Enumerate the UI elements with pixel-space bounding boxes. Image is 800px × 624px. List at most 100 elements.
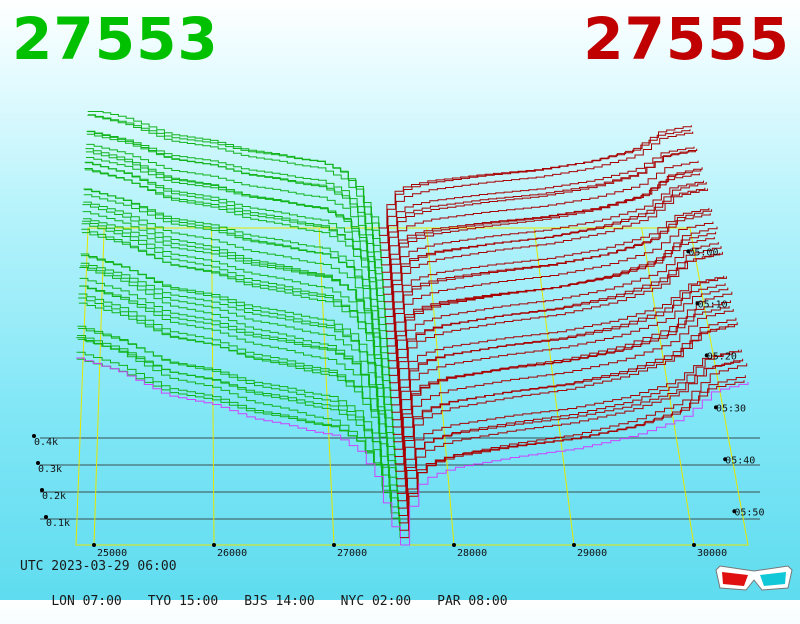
time-tick-label: 05:10 [698, 299, 728, 310]
bid-depth-line [83, 188, 388, 346]
ask-depth-line [389, 242, 719, 384]
ask-depth-line [381, 148, 698, 266]
price-tick-label: 26000 [217, 548, 247, 559]
time-tick-dot [695, 301, 700, 306]
bid-depth-line [76, 357, 401, 545]
volume-tick-dot [32, 434, 36, 438]
volume-tick-dot [36, 461, 40, 465]
bid-depth-line [82, 204, 390, 376]
bid-depth-line [80, 265, 394, 435]
price-gridline [641, 227, 695, 546]
bid-depth-line [87, 111, 380, 236]
ask-depth-line [380, 150, 696, 258]
bid-depth-line [84, 168, 386, 324]
price-tick-dot [212, 543, 216, 547]
ask-depth-line [381, 160, 699, 273]
timezone-list: LON 07:00 TYO 15:00 BJS 14:00 NYC 02:00 PAR … [20, 579, 534, 609]
ask-depth-line [395, 324, 735, 472]
price-tick-dot [692, 543, 696, 547]
bid-depth-line [76, 351, 400, 531]
3d-glasses-icon[interactable] [714, 562, 794, 594]
axis-labels: 25000 26000 27000 28000 29000 30000 05:00 05:10… [32, 247, 764, 559]
ask-depth-line [378, 129, 691, 229]
ask-depth-line [397, 349, 742, 509]
time-tick-dot [732, 509, 737, 514]
ask-depth-line [390, 246, 722, 399]
timezone-lon: LON 07:00 [51, 594, 122, 609]
time-tick-label: 05:50 [734, 507, 764, 518]
ask-depth-line [387, 221, 714, 354]
ask-depth-line [379, 131, 694, 244]
timezone-tyo: TYO 15:00 [147, 594, 219, 609]
bid-depth-line [77, 325, 399, 509]
volume-tick-label: 0.3k [38, 464, 62, 475]
bid-depth-line [84, 189, 387, 332]
volume-tick-label: 0.4k [34, 437, 58, 448]
bid-depth-line [77, 335, 399, 516]
price-tick-label: 28000 [457, 548, 487, 559]
ask-depth-line [394, 309, 734, 465]
bid-depth-line [85, 162, 385, 302]
time-tick-label: 05:40 [725, 455, 755, 466]
volume-tick-label: 0.1k [46, 518, 70, 529]
price-tick-label: 25000 [97, 548, 127, 559]
bid-depth-line [79, 267, 395, 457]
time-tick-label: 05:00 [688, 247, 718, 258]
bid-depth-line [83, 201, 388, 354]
ask-depth-line [396, 349, 740, 494]
bid-depth-line [76, 358, 400, 523]
axis-frame [75, 227, 749, 546]
ask-depth-line [382, 169, 702, 288]
price-tick-label: 30000 [697, 548, 727, 559]
bid-depth-line [78, 297, 397, 486]
ask-depth-line [392, 276, 727, 428]
timezone-bjs: BJS 14:00 [244, 594, 315, 609]
price-tick-label: 29000 [577, 548, 607, 559]
price-tick-dot [92, 543, 96, 547]
price-tick-dot [452, 543, 456, 547]
ask-depth-line [384, 182, 707, 317]
bid-depth-line [86, 143, 383, 273]
bid-depth-line [87, 114, 381, 243]
bid-depth-line [85, 148, 384, 295]
ask-depth-line [383, 167, 703, 295]
ask-price: 27555 [583, 5, 790, 73]
ask-depth-line [393, 300, 731, 450]
timezone-par: PAR 08:00 [437, 594, 508, 609]
ask-depth-line [395, 317, 737, 480]
time-tick-dot [704, 353, 709, 358]
ask-depth-line [393, 306, 730, 443]
bid-depth-line [84, 161, 386, 317]
price-tick-dot [332, 543, 336, 547]
time-tick-dot [686, 249, 691, 254]
bid-depth-line [82, 220, 390, 383]
ask-depth-line [390, 251, 723, 406]
price-axis [75, 227, 749, 546]
bid-depth-line [80, 262, 393, 420]
depth-lines [76, 111, 749, 546]
bid-depth-line [76, 337, 401, 538]
volume-tick-dot [44, 515, 48, 519]
time-info: UTC 2023-03-29 06:00 LON 07:00 TYO 15:00 B… [20, 559, 534, 609]
price-gridline [318, 227, 335, 546]
time-tick-label: 05:30 [716, 403, 746, 414]
ask-depth-line [386, 209, 713, 347]
ask-depth-line [380, 146, 695, 251]
ask-depth-line [394, 291, 733, 457]
volume-tick-label: 0.2k [42, 491, 66, 502]
ask-depth-line [391, 275, 725, 413]
price-gridline [93, 227, 105, 546]
bid-depth-line [87, 130, 381, 251]
ask-depth-line [392, 287, 729, 435]
price-tick-dot [572, 543, 576, 547]
depth-chart: 25000 26000 27000 28000 29000 30000 05:00 05:10… [32, 111, 764, 559]
bid-depth-line [81, 223, 391, 398]
ask-depth-line [385, 207, 710, 332]
ask-depth-line [387, 236, 715, 362]
bid-depth-line [81, 228, 392, 405]
ask-depth-line [398, 358, 744, 516]
ask-depth-line [397, 360, 741, 502]
ask-depth-line [400, 363, 748, 539]
bid-price: 27553 [12, 5, 219, 73]
ask-depth-line [379, 125, 692, 236]
